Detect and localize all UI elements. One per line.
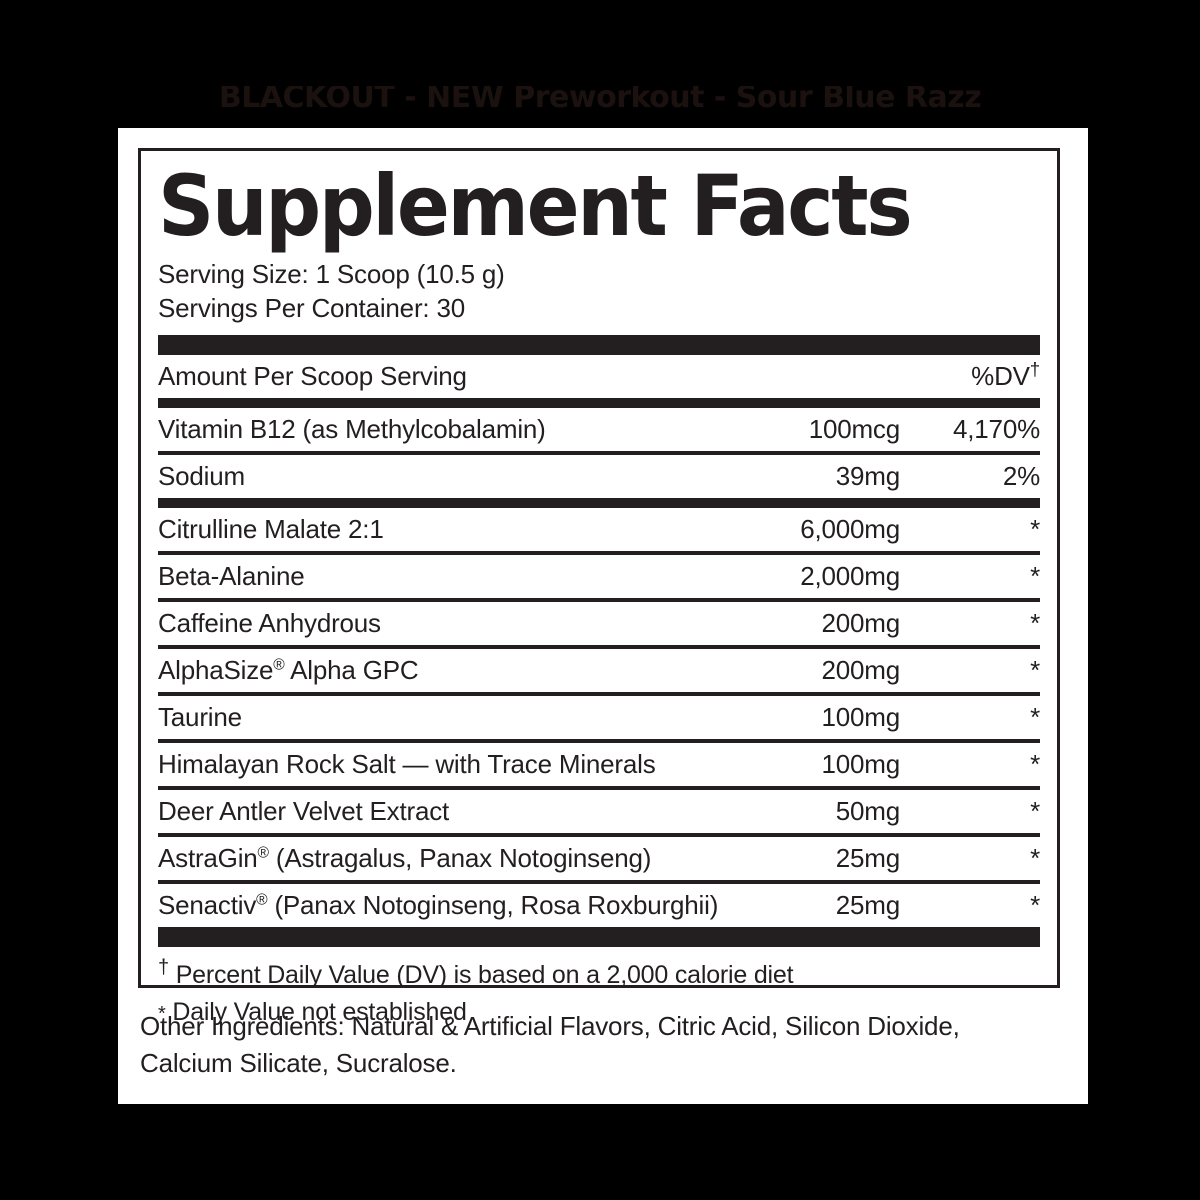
ingredient-amount: 200mg bbox=[821, 655, 901, 686]
ingredient-dv: * bbox=[1030, 749, 1040, 780]
table-row: Senactiv® (Panax Notoginseng, Rosa Roxbu… bbox=[158, 884, 1040, 927]
table-row: Vitamin B12 (as Methylcobalamin) 100mcg … bbox=[158, 408, 1040, 451]
table-row: Deer Antler Velvet Extract 50mg * bbox=[158, 790, 1040, 833]
supplement-facts-heading: Supplement Facts bbox=[158, 157, 913, 255]
ingredient-dv: * bbox=[1030, 561, 1040, 592]
product-title: BLACKOUT - NEW Preworkout - Sour Blue Ra… bbox=[218, 86, 982, 115]
ingredient-dv: * bbox=[1030, 796, 1040, 827]
ingredient-name: Deer Antler Velvet Extract bbox=[158, 796, 450, 827]
nutrient-amount: 100mcg bbox=[808, 414, 901, 445]
nutrient-dv: 4,170% bbox=[953, 414, 1040, 445]
table-row: Sodium 39mg 2% bbox=[158, 455, 1040, 498]
row-divider bbox=[158, 833, 1040, 838]
table-row: Beta-Alanine 2,000mg * bbox=[158, 555, 1040, 598]
row-divider bbox=[158, 598, 1040, 603]
ingredient-amount: 100mg bbox=[821, 749, 901, 780]
ingredient-amount: 6,000mg bbox=[800, 514, 900, 545]
supplement-facts-content: Supplement Facts Serving Size: 1 Scoop (… bbox=[158, 161, 1040, 1030]
amount-per-serving-label: Amount Per Scoop Serving bbox=[158, 361, 467, 392]
ingredient-name: Taurine bbox=[158, 702, 242, 733]
dv-column-header: %DV† bbox=[971, 358, 1040, 392]
ingredient-name: Himalayan Rock Salt — with Trace Mineral… bbox=[158, 749, 656, 780]
ingredient-dv: * bbox=[1030, 514, 1040, 545]
footnote-daily-value-basis: † Percent Daily Value (DV) is based on a… bbox=[158, 957, 1040, 993]
footnotes: † Percent Daily Value (DV) is based on a… bbox=[158, 947, 1040, 1030]
ingredient-dv: * bbox=[1030, 702, 1040, 733]
divider-bar-under-header bbox=[158, 398, 1040, 409]
footnote-dv-not-established: * Daily Value not established bbox=[158, 994, 1040, 1030]
table-row: Himalayan Rock Salt — with Trace Mineral… bbox=[158, 743, 1040, 786]
nutrient-dv: 2% bbox=[1002, 461, 1040, 492]
footnote-dagger-text: Percent Daily Value (DV) is based on a 2… bbox=[175, 961, 794, 990]
ingredient-name: Caffeine Anhydrous bbox=[158, 608, 381, 639]
amount-per-serving-header-row: Amount Per Scoop Serving %DV† bbox=[158, 355, 1040, 398]
product-title-strip: BLACKOUT - NEW Preworkout - Sour Blue Ra… bbox=[0, 86, 1200, 128]
ingredient-dv: * bbox=[1030, 890, 1040, 921]
label-panel: Supplement Facts Serving Size: 1 Scoop (… bbox=[118, 128, 1088, 1104]
serving-size-line: Serving Size: 1 Scoop (10.5 g) bbox=[158, 258, 505, 289]
table-row: AlphaSize® Alpha GPC 200mg * bbox=[158, 649, 1040, 692]
ingredient-dv: * bbox=[1030, 843, 1040, 874]
dv-header-dagger: † bbox=[1029, 358, 1040, 380]
table-row: Taurine 100mg * bbox=[158, 696, 1040, 739]
table-row: Citrulline Malate 2:1 6,000mg * bbox=[158, 508, 1040, 551]
row-divider bbox=[158, 692, 1040, 697]
divider-bar-under-nutrients bbox=[158, 498, 1040, 509]
nutrient-amount: 39mg bbox=[835, 461, 900, 492]
ingredient-amount: 25mg bbox=[835, 890, 900, 921]
row-divider bbox=[158, 451, 1040, 456]
other-ingredients: Other Ingredients: Natural & Artificial … bbox=[140, 1011, 960, 1078]
ingredient-dv: * bbox=[1030, 655, 1040, 686]
nutrient-name: Vitamin B12 (as Methylcobalamin) bbox=[158, 414, 546, 445]
table-row: AstraGin® (Astragalus, Panax Notoginseng… bbox=[158, 837, 1040, 880]
footnote-star-text: Daily Value not established bbox=[172, 997, 467, 1026]
ingredient-amount: 200mg bbox=[821, 608, 901, 639]
row-divider bbox=[158, 739, 1040, 744]
row-divider bbox=[158, 645, 1040, 650]
ingredient-name: Beta-Alanine bbox=[158, 561, 305, 592]
footnote-star-mark: * bbox=[158, 1002, 166, 1025]
ingredient-name: Senactiv® (Panax Notoginseng, Rosa Roxbu… bbox=[158, 890, 719, 921]
ingredient-amount: 2,000mg bbox=[800, 561, 900, 592]
divider-bar-top bbox=[158, 335, 1040, 356]
ingredient-name: AstraGin® (Astragalus, Panax Notoginseng… bbox=[158, 843, 652, 874]
servings-per-container-line: Servings Per Container: 30 bbox=[158, 293, 465, 324]
ingredient-name: Citrulline Malate 2:1 bbox=[158, 514, 384, 545]
nutrient-name: Sodium bbox=[158, 461, 245, 492]
ingredient-dv: * bbox=[1030, 608, 1040, 639]
ingredient-amount: 25mg bbox=[835, 843, 900, 874]
footnote-dagger-mark: † bbox=[158, 957, 169, 980]
ingredient-name: AlphaSize® Alpha GPC bbox=[158, 655, 419, 686]
table-row: Caffeine Anhydrous 200mg * bbox=[158, 602, 1040, 645]
row-divider bbox=[158, 786, 1040, 791]
row-divider bbox=[158, 551, 1040, 556]
divider-bar-bottom bbox=[158, 927, 1040, 948]
ingredient-amount: 50mg bbox=[835, 796, 900, 827]
ingredient-amount: 100mg bbox=[821, 702, 901, 733]
supplement-facts-box: Supplement Facts Serving Size: 1 Scoop (… bbox=[138, 148, 1060, 1026]
row-divider bbox=[158, 880, 1040, 885]
